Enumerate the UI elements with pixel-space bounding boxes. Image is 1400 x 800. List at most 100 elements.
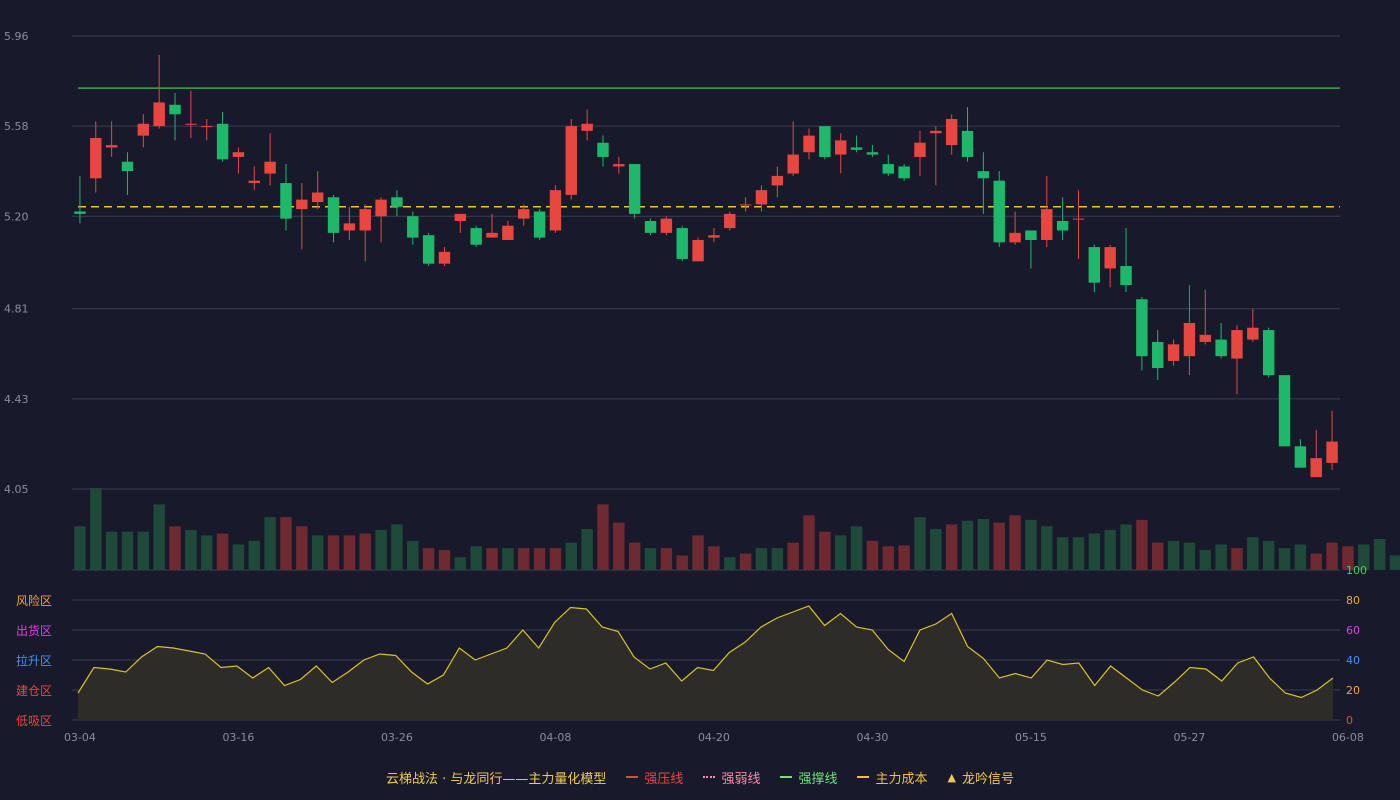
candle-body — [454, 213, 467, 221]
candle-body — [1215, 339, 1227, 357]
candle-body — [121, 161, 134, 172]
legend-item-strong-support[interactable]: 强撑线 — [780, 768, 837, 787]
volume-bar — [1278, 548, 1291, 570]
candle-body — [961, 130, 974, 157]
candle-body — [1183, 322, 1196, 357]
candle-body — [201, 126, 213, 128]
volume-bar — [74, 526, 86, 570]
candle-body — [1025, 230, 1037, 240]
candle-body — [438, 251, 451, 264]
volume-bar — [169, 526, 181, 570]
x-tick-label: 05-15 — [1015, 731, 1047, 744]
volume-bar — [771, 548, 784, 570]
x-tick-label: 05-27 — [1173, 731, 1205, 744]
candle-body — [850, 147, 863, 150]
volume-bar — [153, 504, 165, 570]
volume-bar — [422, 548, 435, 570]
legend-swatch — [857, 776, 870, 778]
candle-body — [597, 142, 609, 157]
indicator-tick-label: 20 — [1346, 684, 1360, 697]
candle-body — [232, 152, 245, 157]
candle-body — [185, 123, 197, 125]
legend-swatch — [626, 776, 639, 778]
candle-body — [105, 145, 118, 148]
candle-body — [977, 171, 990, 179]
candle-body — [708, 235, 720, 238]
x-tick-label: 03-16 — [222, 731, 254, 744]
candle-body — [993, 180, 1005, 243]
volume-bar — [1025, 519, 1037, 570]
volume-bar — [1183, 542, 1196, 570]
candle-body — [1120, 266, 1132, 286]
volume-bar — [755, 548, 768, 570]
volume-bar — [1167, 540, 1180, 570]
price-tick-label: 5.96 — [4, 30, 29, 43]
legend-label: 强弱线 — [721, 771, 761, 787]
candle-body — [581, 123, 593, 131]
volume-bar — [581, 529, 593, 570]
volume-bar — [375, 529, 387, 570]
volume-bar — [1104, 529, 1116, 570]
volume-bar — [327, 535, 340, 570]
legend-label: 强撑线 — [798, 771, 838, 787]
candle-body — [755, 190, 768, 205]
candle-body — [375, 199, 387, 217]
candle-body — [835, 140, 847, 155]
candle-body — [1247, 327, 1259, 340]
legend-item-strong-pressure[interactable]: 强压线 — [626, 768, 683, 787]
volume-bar — [676, 555, 688, 570]
volume-bar — [137, 531, 150, 570]
volume-bar — [105, 531, 118, 570]
indicator-tick-label: 0 — [1346, 714, 1353, 727]
volume-bar — [898, 545, 910, 570]
zone-label: 建仓区 — [16, 684, 52, 698]
volume-bar — [1247, 537, 1259, 570]
candle-body — [502, 225, 514, 240]
legend-item-dragon-signal[interactable]: ▲ 龙吟信号 — [947, 768, 1013, 787]
volume-bar — [977, 518, 990, 570]
volume-bar — [359, 533, 371, 570]
volume-bar — [248, 540, 260, 570]
volume-bar — [1310, 553, 1322, 570]
volume-bar — [502, 548, 514, 570]
candle-body — [343, 223, 356, 231]
candle-body — [613, 164, 625, 167]
volume-bar — [819, 531, 831, 570]
x-tick-label: 03-26 — [381, 731, 413, 744]
volume-bar — [1136, 519, 1148, 570]
candle-body — [1278, 375, 1291, 447]
volume-bar — [1215, 544, 1227, 570]
candle-body — [1262, 330, 1275, 376]
candle-body — [945, 119, 958, 146]
volume-bar — [787, 542, 799, 570]
legend-item-main-cost[interactable]: 主力成本 — [857, 768, 927, 787]
candle-body — [280, 183, 292, 219]
volume-bar — [1009, 515, 1021, 570]
candle-body — [1056, 220, 1069, 231]
candle-body — [1167, 344, 1180, 361]
x-tick-label: 04-30 — [856, 731, 888, 744]
volume-bar — [280, 517, 292, 570]
candle-body — [882, 164, 894, 174]
legend-label: 龙吟信号 — [961, 771, 1014, 787]
candle-body — [407, 216, 419, 238]
candle-body — [660, 218, 673, 233]
legend-item-strength-line[interactable]: 强弱线 — [703, 768, 760, 787]
zone-label: 拉升区 — [16, 653, 52, 668]
volume-bar — [866, 540, 879, 570]
volume-bar — [185, 529, 197, 570]
candle-body — [359, 209, 371, 231]
volume-bar — [803, 515, 815, 570]
legend-title: 云梯战法 · 与龙同行——主力量化模型 — [386, 771, 607, 787]
volume-bar — [311, 535, 324, 570]
candle-body — [628, 164, 641, 214]
candle-body — [787, 154, 799, 174]
volume-bar — [470, 546, 482, 570]
volume-bar — [407, 540, 419, 570]
candle-body — [311, 192, 324, 203]
candle-body — [819, 126, 831, 157]
volume-bar — [1342, 546, 1354, 570]
candle-body — [549, 190, 562, 231]
price-tick-label: 4.05 — [4, 483, 29, 496]
